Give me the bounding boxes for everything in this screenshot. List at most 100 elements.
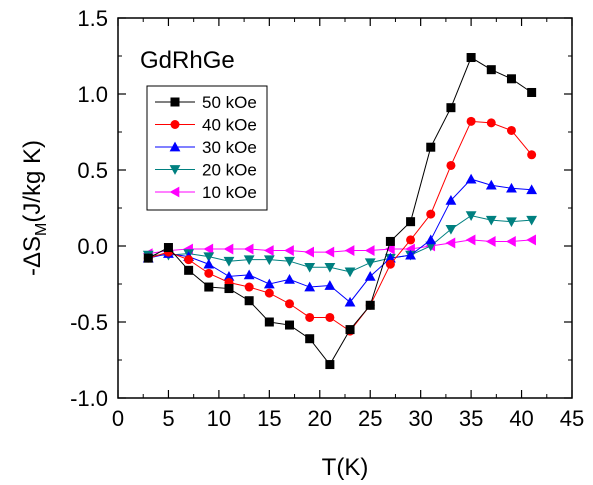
data-point xyxy=(243,255,255,266)
y-axis-label: -ΔSM(J/kg K) xyxy=(19,140,50,276)
legend-box xyxy=(146,85,268,211)
data-point xyxy=(345,325,355,335)
data-point xyxy=(285,299,295,309)
data-point xyxy=(364,245,375,256)
y-axis-label-prefix: -ΔS xyxy=(19,236,46,276)
x-tick-label: 35 xyxy=(459,406,483,431)
data-point xyxy=(305,334,315,344)
axis-ticks: 0 5 10 15 20 25 30 35 40 45 -1.0 -0.5 0.0 0.5 1.0 1.5 xyxy=(70,6,584,431)
data-point xyxy=(485,215,497,226)
legend-label: 40 kOe xyxy=(202,116,257,135)
data-point xyxy=(526,215,538,226)
y-tick-label: 1.5 xyxy=(77,6,108,31)
data-point xyxy=(506,74,516,84)
data-point xyxy=(203,243,214,255)
x-tick-label: 30 xyxy=(408,406,432,431)
data-point xyxy=(325,312,335,322)
data-point xyxy=(263,245,274,256)
data-point xyxy=(466,53,476,63)
data-point xyxy=(527,87,537,97)
data-point xyxy=(406,235,416,245)
data-point xyxy=(243,269,255,280)
data-point xyxy=(465,211,477,221)
data-point xyxy=(184,265,194,275)
legend-marker xyxy=(169,165,181,175)
y-tick-label: 0.0 xyxy=(77,234,108,259)
legend-marker xyxy=(170,120,180,129)
x-tick-label: 40 xyxy=(509,406,533,431)
data-point xyxy=(223,243,234,255)
data-point xyxy=(485,179,497,190)
series-layer xyxy=(142,53,538,370)
y-tick-label: -1.0 xyxy=(70,386,108,411)
data-point xyxy=(264,317,274,327)
data-point xyxy=(506,125,516,135)
data-point xyxy=(324,246,335,258)
x-axis-label: T(K) xyxy=(322,454,369,481)
data-point xyxy=(285,320,295,330)
data-point xyxy=(263,278,275,289)
series-line xyxy=(148,215,532,273)
data-point xyxy=(385,252,396,263)
legend-label: 50 kOe xyxy=(202,93,257,112)
data-point xyxy=(445,195,457,205)
data-point xyxy=(324,262,336,273)
data-point xyxy=(325,360,335,370)
data-point xyxy=(184,255,194,265)
y-axis-label-suffix: (J/kg K) xyxy=(19,140,46,223)
data-point xyxy=(305,312,315,322)
data-point xyxy=(324,280,336,290)
series xyxy=(142,211,538,278)
data-point xyxy=(364,258,376,269)
data-point xyxy=(385,243,395,255)
data-point xyxy=(244,296,254,306)
data-point xyxy=(204,282,214,292)
y-tick-label: 0.5 xyxy=(77,158,108,183)
data-point xyxy=(506,236,516,247)
data-point xyxy=(344,245,355,256)
data-point xyxy=(506,182,517,193)
data-point xyxy=(506,217,517,228)
legend-marker xyxy=(169,141,181,152)
data-point xyxy=(406,217,416,227)
data-point xyxy=(243,243,254,255)
data-point xyxy=(426,142,436,152)
data-point xyxy=(223,256,235,267)
data-point xyxy=(284,245,294,256)
data-point xyxy=(224,284,234,294)
data-point xyxy=(445,237,456,249)
data-point xyxy=(284,274,295,284)
data-point xyxy=(485,236,496,247)
data-point xyxy=(304,246,315,258)
data-point xyxy=(486,65,496,75)
data-point xyxy=(284,256,295,267)
data-point xyxy=(163,243,173,253)
data-point xyxy=(203,258,215,269)
data-point xyxy=(304,281,316,292)
legend: 50 kOe 40 kOe 30 kOe 20 kOe 10 kOe xyxy=(146,85,268,211)
data-point xyxy=(526,234,536,246)
x-tick-label: 0 xyxy=(112,406,124,431)
y-tick-label: -0.5 xyxy=(70,310,108,335)
x-tick-label: 5 xyxy=(162,406,174,431)
data-point xyxy=(203,252,215,263)
legend-label: 20 kOe xyxy=(202,161,257,180)
data-point xyxy=(466,116,476,126)
data-point xyxy=(344,267,356,278)
legend-marker xyxy=(170,97,180,107)
data-point xyxy=(365,300,375,310)
series xyxy=(143,53,537,370)
chart-title: GdRhGe xyxy=(140,47,235,74)
data-point xyxy=(426,209,436,219)
data-point xyxy=(385,259,395,269)
legend-label: 30 kOe xyxy=(202,138,257,157)
data-point xyxy=(364,271,376,281)
data-point xyxy=(526,184,538,195)
x-tick-label: 20 xyxy=(308,406,332,431)
data-point xyxy=(446,160,456,170)
data-point xyxy=(527,150,537,160)
data-point xyxy=(486,118,496,128)
legend-marker xyxy=(169,186,180,198)
data-point xyxy=(263,255,275,266)
